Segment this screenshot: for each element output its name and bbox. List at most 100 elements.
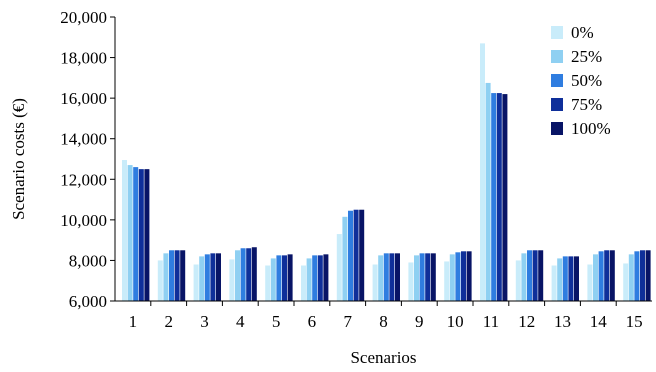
y-tick-label: 6,000 (69, 292, 107, 311)
bar-scenario-12-0pct (515, 260, 521, 301)
bar-scenario-7-75pct (353, 209, 359, 301)
bar-scenario-14-50pct (598, 251, 604, 301)
bar-scenario-9-0pct (408, 262, 414, 301)
y-tick-label: 20,000 (60, 8, 107, 27)
y-tick-label: 16,000 (60, 89, 107, 108)
bar-scenario-8-50pct (383, 253, 389, 301)
bar-scenario-9-75pct (425, 253, 431, 301)
bar-scenario-2-0pct (157, 260, 163, 301)
bar-scenario-11-50pct (491, 93, 497, 301)
bar-scenario-6-100pct (323, 254, 329, 301)
bar-scenario-13-50pct (562, 256, 568, 301)
y-tick-label: 18,000 (60, 49, 107, 68)
bar-scenario-6-25pct (306, 258, 312, 301)
x-tick-label: 7 (343, 312, 352, 331)
bar-scenario-4-25pct (235, 250, 240, 301)
bar-scenario-1-75pct (138, 169, 144, 301)
bar-scenario-12-100pct (538, 250, 544, 301)
x-tick-label: 9 (415, 312, 424, 331)
x-tick-label: 1 (129, 312, 138, 331)
bar-scenario-8-100pct (395, 253, 400, 301)
bar-scenario-9-25pct (414, 255, 419, 301)
bar-scenario-7-0pct (336, 234, 342, 301)
x-axis-label: Scenarios (350, 348, 416, 367)
x-tick-label: 5 (272, 312, 281, 331)
bar-scenario-6-50pct (312, 255, 318, 301)
bar-scenario-3-25pct (199, 256, 205, 301)
bar-scenario-1-100pct (144, 169, 150, 301)
bar-scenario-5-0pct (265, 265, 271, 301)
bar-scenario-8-0pct (372, 264, 378, 301)
x-tick-label: 6 (308, 312, 317, 331)
x-tick-label: 8 (379, 312, 388, 331)
x-tick-label: 4 (236, 312, 245, 331)
legend-label: 25% (571, 47, 602, 66)
bar-scenario-4-75pct (246, 248, 252, 301)
bar-scenario-1-0pct (122, 160, 127, 301)
bar-scenario-4-0pct (229, 259, 235, 301)
bar-scenario-3-100pct (216, 253, 221, 301)
bar-scenario-11-75pct (496, 93, 502, 301)
legend-label: 75% (571, 95, 602, 114)
bar-scenario-15-50pct (634, 251, 640, 301)
y-tick-label: 10,000 (60, 211, 107, 230)
bar-scenario-10-50pct (455, 252, 461, 301)
legend-label: 50% (571, 71, 602, 90)
bar-scenario-9-50pct (419, 253, 425, 301)
bar-scenario-13-25pct (557, 258, 563, 301)
bar-scenario-10-0pct (444, 261, 450, 301)
bar-scenario-6-75pct (317, 255, 323, 301)
bar-scenario-15-0pct (623, 263, 629, 301)
bar-scenario-10-25pct (449, 254, 455, 301)
bar-scenario-15-25pct (628, 254, 634, 301)
bar-scenario-5-25pct (270, 258, 276, 301)
x-tick-label: 15 (626, 312, 643, 331)
legend-swatch-100pct (551, 122, 563, 135)
bar-scenario-9-100pct (430, 253, 436, 301)
x-tick-label: 2 (164, 312, 173, 331)
legend-swatch-75pct (551, 98, 563, 111)
bar-scenario-14-100pct (609, 250, 615, 301)
legend: 0% 25% 50% 75% 100% (551, 23, 611, 138)
bar-scenario-3-50pct (204, 254, 210, 301)
bar-scenario-1-50pct (133, 167, 139, 301)
bar-scenario-7-50pct (348, 210, 353, 301)
y-tick-label: 12,000 (60, 170, 107, 189)
bars (122, 43, 651, 301)
bar-scenario-7-25pct (342, 216, 348, 301)
bar-scenario-11-0pct (480, 43, 485, 301)
bar-scenario-12-25pct (521, 253, 527, 301)
bar-scenario-2-100pct (180, 250, 186, 301)
x-tick-label: 12 (518, 312, 535, 331)
bar-scenario-3-0pct (193, 264, 199, 301)
x-axis-ticks: 1 2 3 4 5 6 7 8 9 10 11 12 13 14 15 (129, 301, 643, 331)
bar-scenario-13-100pct (574, 256, 579, 301)
bar-scenario-12-75pct (532, 250, 538, 301)
bar-scenario-7-100pct (359, 209, 365, 301)
bar-scenario-10-75pct (461, 251, 466, 301)
y-tick-label: 8,000 (69, 251, 107, 270)
x-tick-label: 14 (590, 312, 608, 331)
bar-scenario-5-75pct (282, 255, 287, 301)
bar-scenario-2-25pct (163, 253, 169, 301)
bar-scenario-15-75pct (640, 250, 645, 301)
legend-swatch-0pct (551, 26, 563, 39)
bar-scenario-4-100pct (251, 247, 257, 301)
x-tick-label: 3 (200, 312, 209, 331)
bar-scenario-8-25pct (378, 255, 384, 301)
bar-scenario-14-75pct (604, 250, 610, 301)
bar-scenario-13-75pct (568, 256, 574, 301)
y-axis-label: Scenario costs (€) (9, 98, 28, 220)
bar-scenario-11-100pct (502, 94, 508, 301)
legend-swatch-25pct (551, 50, 563, 63)
bar-scenario-2-50pct (169, 250, 174, 301)
bar-scenario-2-75pct (174, 250, 180, 301)
bar-scenario-8-75pct (389, 253, 395, 301)
legend-swatch-50pct (551, 74, 563, 87)
legend-label: 0% (571, 23, 594, 42)
bar-scenario-14-0pct (587, 264, 593, 301)
bar-scenario-5-50pct (276, 255, 282, 301)
bar-scenario-12-50pct (527, 250, 532, 301)
bar-scenario-6-0pct (301, 265, 306, 301)
